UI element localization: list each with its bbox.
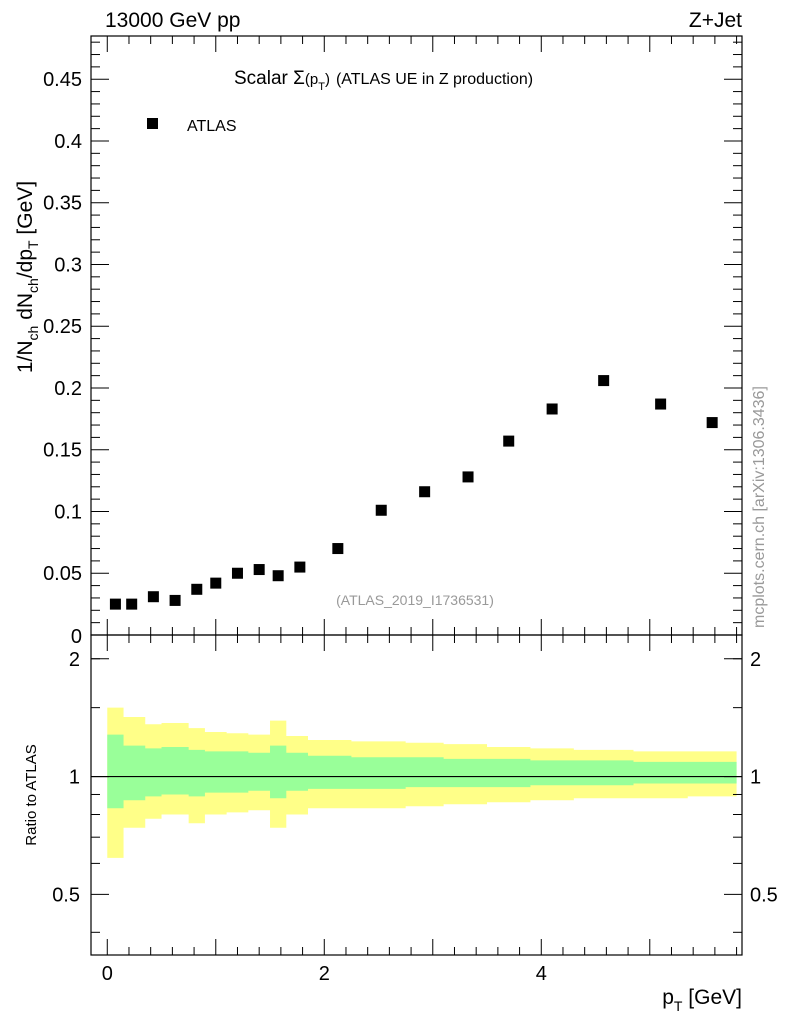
ratio-panel-frame xyxy=(90,634,743,956)
ratio-y-tick-label-right: 1 xyxy=(750,767,761,789)
data-point xyxy=(655,398,667,410)
data-point xyxy=(706,417,718,429)
analysis-label: (ATLAS_2019_I1736531) xyxy=(336,592,494,608)
legend-label-atlas: ATLAS xyxy=(187,118,237,135)
header-right-label: Z+Jet xyxy=(689,9,742,32)
main-y-tick-label: 0.25 xyxy=(43,316,82,338)
main-y-tick-label: 0.35 xyxy=(43,193,82,215)
data-point xyxy=(169,594,181,606)
main-y-tick-label: 0.1 xyxy=(54,501,82,523)
data-point xyxy=(210,577,222,589)
main-y-tick-label: 0.45 xyxy=(43,69,82,91)
main-y-tick-label: 0.4 xyxy=(54,131,82,153)
plot-title-rest: (ATLAS UE in Z production) xyxy=(336,71,533,88)
data-point xyxy=(191,583,203,595)
plot-title-sym: (p xyxy=(305,71,318,88)
main-y-tick-label: 0.3 xyxy=(54,254,82,276)
ratio-y-axis-label: Ratio to ATLAS xyxy=(23,744,40,845)
data-point xyxy=(332,543,344,555)
ratio-panel-axes: 0 2 4 0.5 0.5 1 1 2 2 xyxy=(52,634,778,985)
x-tick-label: 0 xyxy=(102,963,113,985)
ylabel-part-f: T xyxy=(25,240,41,249)
ylabel-part-g: [GeV] xyxy=(14,181,37,241)
plot-title-sub: T xyxy=(318,81,325,93)
ratio-y-tick-label-right: 2 xyxy=(750,649,761,671)
x-tick-label: 2 xyxy=(319,963,330,985)
ratio-y-tick-label-left: 1 xyxy=(69,767,80,789)
watermark: mcplots.cern.ch [arXiv:1306.3436] xyxy=(751,386,768,628)
data-point xyxy=(109,598,121,610)
plot-title-close: ) xyxy=(325,71,330,88)
ylabel-part-c: dN xyxy=(14,293,37,326)
ratio-y-tick-label-left: 2 xyxy=(69,649,80,671)
main-panel-points xyxy=(109,375,718,610)
data-point xyxy=(375,504,387,516)
data-point xyxy=(253,564,265,576)
header-left-label: 13000 GeV pp xyxy=(105,9,240,32)
legend-marker-atlas xyxy=(147,118,158,129)
data-point xyxy=(598,375,610,387)
main-y-tick-label: 0.05 xyxy=(43,563,82,585)
data-point xyxy=(419,486,431,498)
ylabel-part-b: ch xyxy=(25,326,41,341)
plot-title-main: Scalar Σ xyxy=(234,68,305,89)
ylabel-part-e: /dp xyxy=(14,249,37,278)
data-point xyxy=(272,570,284,582)
data-point xyxy=(294,561,306,573)
main-y-tick-label: 0.15 xyxy=(43,440,82,462)
ratio-y-tick-label-right: 0.5 xyxy=(750,884,778,906)
main-y-tick-label-zero: 0 xyxy=(71,626,82,648)
xlabel-part-a: p xyxy=(662,986,674,1009)
data-point xyxy=(503,435,515,447)
ratio-panel-bands xyxy=(91,707,742,858)
main-panel-axes: 0.05 0.1 0.15 0.2 0.25 0.3 0.35 0.4 0.45 0 xyxy=(43,35,743,648)
data-point xyxy=(147,591,159,603)
data-point xyxy=(231,567,243,579)
plot-title: Scalar Σ(pT) (ATLAS UE in Z production) xyxy=(234,68,533,93)
data-point xyxy=(126,598,138,610)
data-point xyxy=(546,403,558,415)
ratio-y-tick-label-left: 0.5 xyxy=(52,884,80,906)
x-axis-label: pT [GeV] xyxy=(662,986,742,1014)
data-point xyxy=(462,471,474,483)
xlabel-part-b: T xyxy=(674,998,683,1014)
x-tick-label: 4 xyxy=(536,963,547,985)
ratio-band-green xyxy=(107,734,737,809)
main-y-axis-label: 1/Nch dNch/dpT [GeV] xyxy=(14,181,41,373)
ylabel-part-d: ch xyxy=(25,278,41,293)
xlabel-part-c: [GeV] xyxy=(682,986,742,1009)
main-y-tick-label: 0.2 xyxy=(54,378,82,400)
ylabel-part-a: 1/N xyxy=(14,340,37,373)
